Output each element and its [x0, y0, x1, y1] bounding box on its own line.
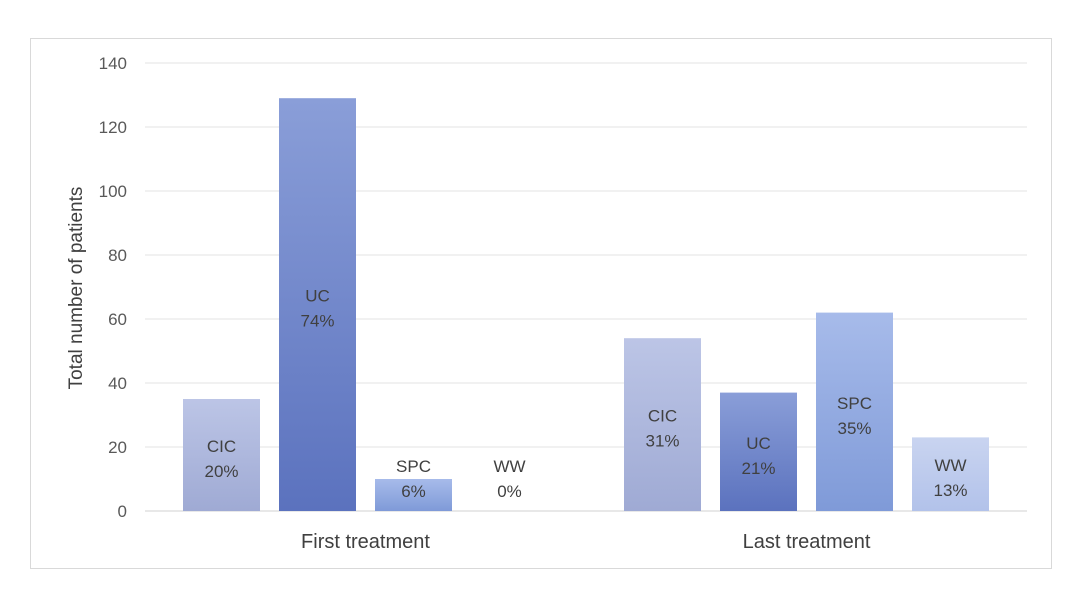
data-label-pct: 35%: [837, 419, 871, 438]
y-axis-ticks: 0 20 40 60 80 100 120 140: [99, 54, 127, 521]
bar-last-treatment-uc: [720, 392, 797, 511]
y-tick-label: 120: [99, 118, 127, 137]
bar-first-treatment-spc: [375, 479, 452, 511]
bar-first-treatment-uc: [279, 98, 356, 511]
bar-last-treatment-ww: [912, 437, 989, 511]
data-label-pct: 21%: [741, 459, 775, 478]
y-tick-label: 100: [99, 182, 127, 201]
data-label-name: SPC: [837, 394, 872, 413]
data-label-pct: 20%: [204, 462, 238, 481]
y-axis-title: Total number of patients: [66, 187, 87, 390]
category-label: Last treatment: [743, 531, 871, 553]
data-label-name: UC: [746, 434, 771, 453]
data-label-pct: 31%: [645, 432, 679, 451]
data-label-name: WW: [493, 457, 525, 476]
category-label: First treatment: [301, 531, 430, 553]
data-label-pct: 6%: [401, 482, 426, 501]
bar-last-treatment-cic: [624, 338, 701, 511]
y-tick-label: 0: [118, 502, 127, 521]
data-label-name: SPC: [396, 457, 431, 476]
data-label-pct: 74%: [300, 312, 334, 331]
bar-first-treatment-cic: [183, 399, 260, 511]
y-tick-label: 20: [108, 438, 127, 457]
data-label-name: CIC: [207, 437, 236, 456]
data-label-name: UC: [305, 287, 330, 306]
data-labels: CIC 20% UC 74% SPC 6% WW 0% CIC 31% UC 21% SPC 35% WW 1…: [204, 287, 967, 501]
data-label-name: CIC: [648, 407, 677, 426]
bars: [183, 98, 989, 511]
gridlines: [145, 62, 1027, 512]
data-label-name: WW: [934, 456, 966, 475]
data-label-pct: 0%: [497, 482, 522, 501]
data-label-pct: 13%: [933, 481, 967, 500]
y-tick-label: 40: [108, 374, 127, 393]
bar-last-treatment-spc: [816, 312, 893, 511]
y-tick-label: 60: [108, 310, 127, 329]
y-tick-label: 140: [99, 54, 127, 73]
y-tick-label: 80: [108, 246, 127, 265]
category-labels: First treatment Last treatment: [301, 531, 871, 553]
